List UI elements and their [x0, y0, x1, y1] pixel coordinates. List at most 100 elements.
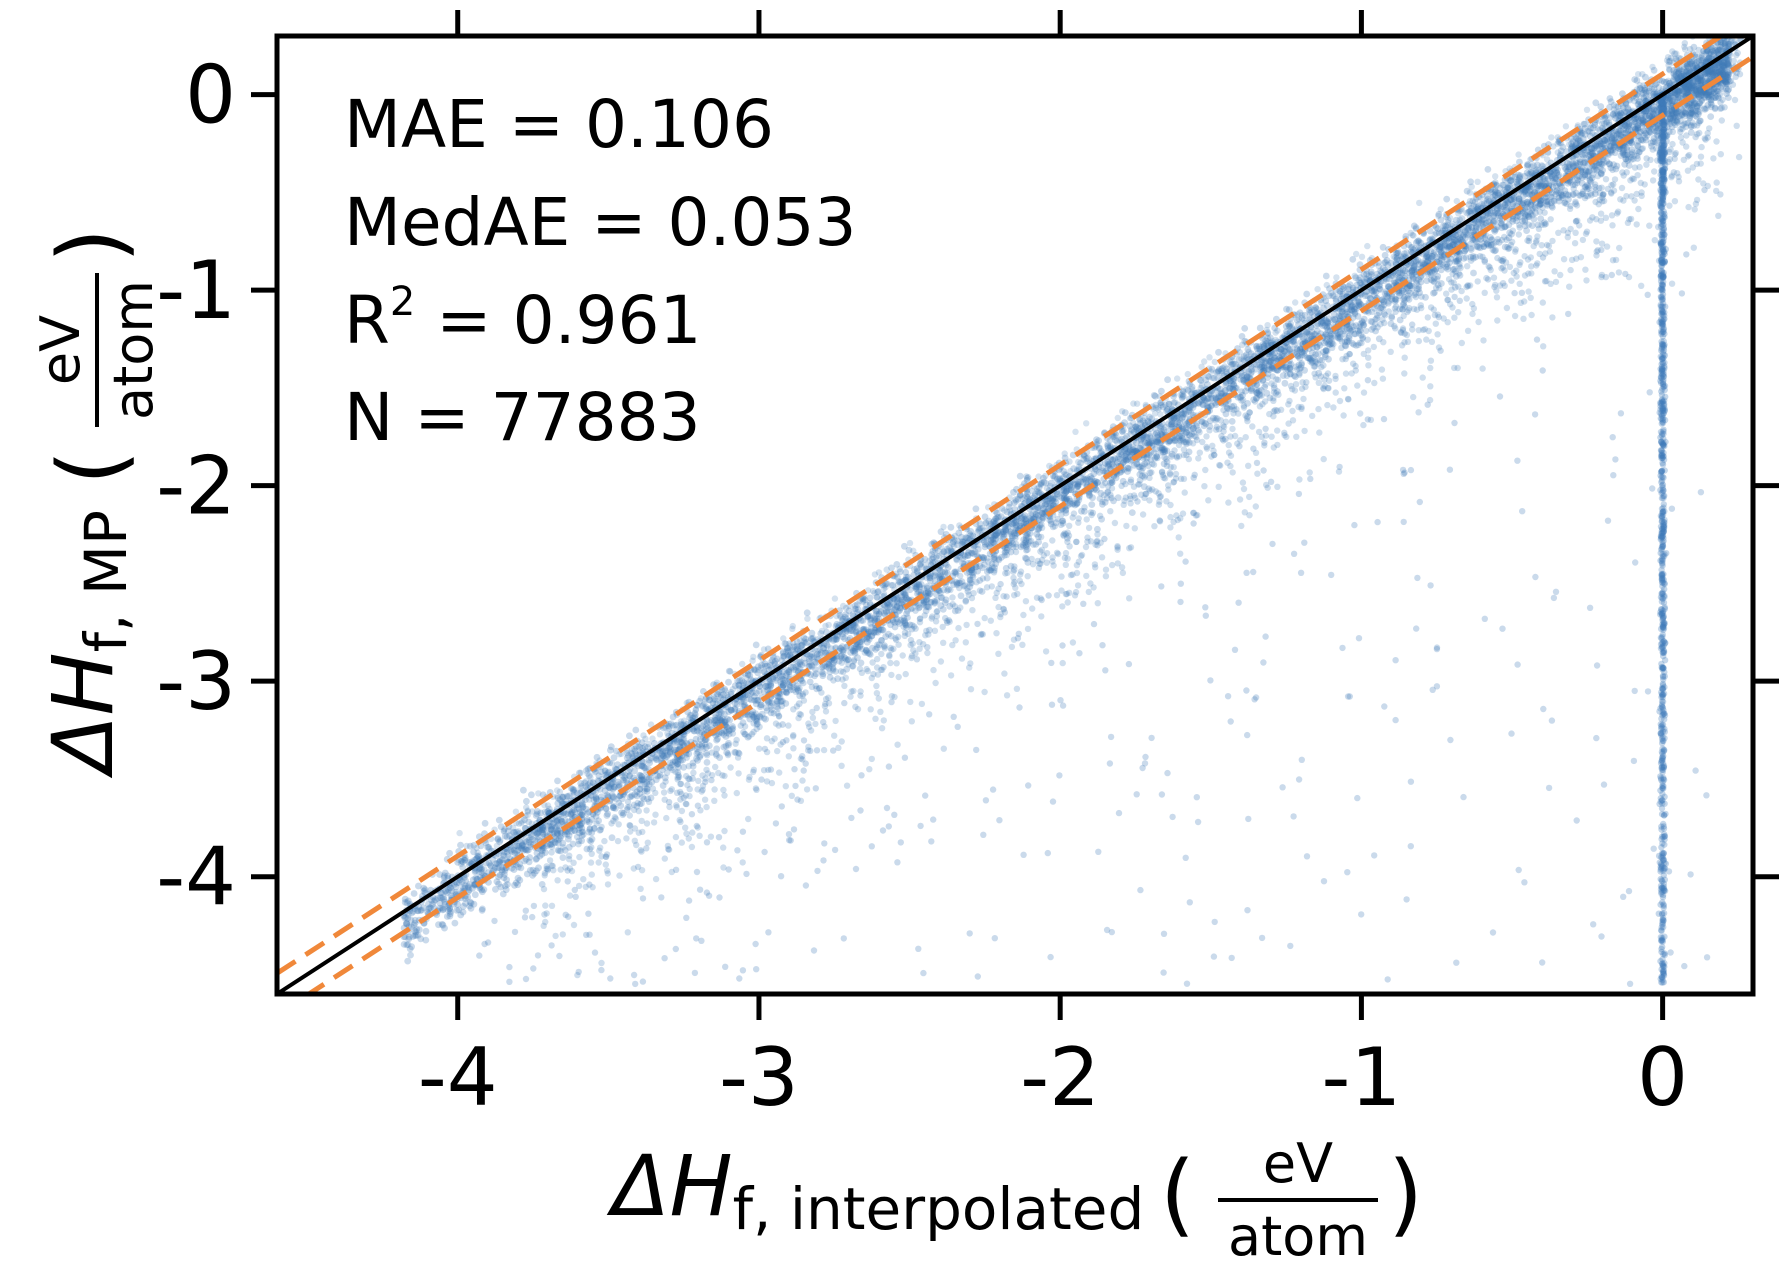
- scatter-point: [1660, 121, 1668, 129]
- scatter-point: [533, 867, 540, 875]
- scatter-point: [1662, 133, 1669, 141]
- scatter-point: [1136, 463, 1144, 471]
- scatter-point: [1485, 242, 1493, 250]
- scatter-point: [1494, 223, 1501, 231]
- scatter-point: [1724, 87, 1732, 94]
- scatter-point: [1632, 115, 1639, 122]
- scatter-point: [1171, 436, 1179, 444]
- scatter-point: [1259, 340, 1267, 348]
- scatter-point: [962, 598, 970, 605]
- scatter-point: [898, 600, 905, 607]
- scatter-point: [1165, 420, 1173, 428]
- scatter-point: [1141, 421, 1149, 429]
- scatter-point: [1695, 57, 1702, 65]
- scatter-point: [1703, 91, 1711, 99]
- scatter-point: [694, 748, 702, 756]
- scatter-point: [1062, 489, 1069, 497]
- scatter-point: [957, 592, 965, 600]
- scatter-point: [1432, 224, 1440, 231]
- scatter-point: [795, 700, 803, 708]
- scatter-point: [1480, 220, 1487, 228]
- scatter-point: [487, 861, 494, 869]
- scatter-point: [421, 886, 429, 893]
- scatter-point: [1238, 333, 1246, 340]
- scatter-point: [539, 830, 547, 837]
- scatter-point: [523, 797, 530, 805]
- scatter-point: [523, 870, 531, 878]
- scatter-point: [647, 754, 655, 762]
- scatter-point: [893, 598, 901, 606]
- scatter-point: [1638, 119, 1646, 126]
- scatter-point: [754, 669, 762, 677]
- scatter-point: [462, 877, 469, 885]
- scatter-point: [1603, 119, 1610, 127]
- scatter-point: [475, 852, 482, 860]
- scatter-point: [995, 513, 1002, 521]
- scatter-point: [790, 683, 798, 691]
- scatter-point: [915, 588, 923, 596]
- scatter-point: [1150, 392, 1158, 399]
- scatter-point: [539, 826, 546, 834]
- scatter-point: [869, 644, 876, 652]
- scatter-point: [1392, 295, 1399, 303]
- scatter-point: [570, 788, 578, 796]
- scatter-point: [526, 854, 534, 861]
- scatter-point: [1597, 103, 1605, 110]
- scatter-point: [917, 560, 924, 567]
- scatter-point: [641, 743, 649, 751]
- scatter-point: [1528, 169, 1536, 177]
- scatter-points: [400, 27, 1745, 988]
- scatter-point: [1198, 382, 1206, 389]
- scatter-point: [1165, 438, 1172, 446]
- scatter-point: [1689, 106, 1697, 114]
- scatter-point: [1523, 187, 1530, 194]
- scatter-point: [779, 668, 787, 676]
- scatter-point: [633, 792, 641, 800]
- scatter-point: [1270, 354, 1278, 362]
- scatter-point: [407, 951, 414, 959]
- scatter-point: [1128, 509, 1136, 516]
- scatter-point: [772, 657, 779, 665]
- scatter-point: [659, 748, 667, 756]
- scatter-point: [1569, 181, 1577, 189]
- scatter-point: [1505, 181, 1512, 189]
- scatter-point: [703, 759, 711, 766]
- scatter-point: [1357, 279, 1365, 287]
- scatter-point: [764, 686, 772, 694]
- scatter-point: [1293, 351, 1301, 358]
- scatter-point: [1317, 320, 1325, 328]
- scatter-point: [782, 700, 790, 707]
- scatter-point: [752, 641, 760, 649]
- scatter-point: [834, 675, 842, 683]
- scatter-point: [1624, 151, 1631, 158]
- scatter-point: [548, 824, 555, 831]
- scatter-point: [1716, 65, 1724, 73]
- scatter-point: [1674, 119, 1681, 126]
- scatter-point: [1453, 258, 1460, 265]
- scatter-point: [1258, 363, 1266, 371]
- scatter-point: [550, 819, 557, 827]
- scatter-point: [400, 941, 408, 948]
- scatter-point: [1427, 255, 1435, 262]
- scatter-point: [1385, 283, 1392, 291]
- scatter-point: [936, 574, 943, 581]
- scatter-point: [895, 620, 903, 627]
- scatter-point: [1016, 472, 1024, 480]
- scatter-point: [558, 800, 566, 807]
- scatter-point: [408, 943, 415, 951]
- scatter-point: [520, 786, 527, 794]
- scatter-point: [1348, 303, 1356, 310]
- scatter-point: [604, 810, 612, 818]
- scatter-point: [1581, 171, 1589, 179]
- scatter-point: [510, 866, 518, 873]
- scatter-point: [1572, 162, 1580, 170]
- scatter-point: [1035, 538, 1042, 546]
- scatter-point: [1689, 27, 1696, 34]
- scatter-point: [576, 769, 583, 777]
- scatter-point: [538, 851, 546, 858]
- scatter-point: [1002, 548, 1010, 556]
- scatter-point: [525, 818, 532, 826]
- scatter-point: [839, 630, 846, 638]
- scatter-point: [1710, 51, 1718, 59]
- scatter-point: [1711, 27, 1718, 34]
